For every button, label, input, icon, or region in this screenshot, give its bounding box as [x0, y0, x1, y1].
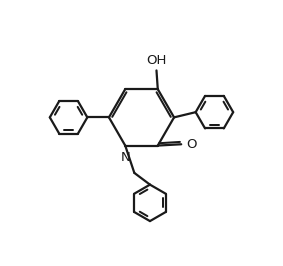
- Text: O: O: [186, 138, 196, 151]
- Text: N: N: [120, 151, 130, 164]
- Text: OH: OH: [146, 54, 167, 67]
